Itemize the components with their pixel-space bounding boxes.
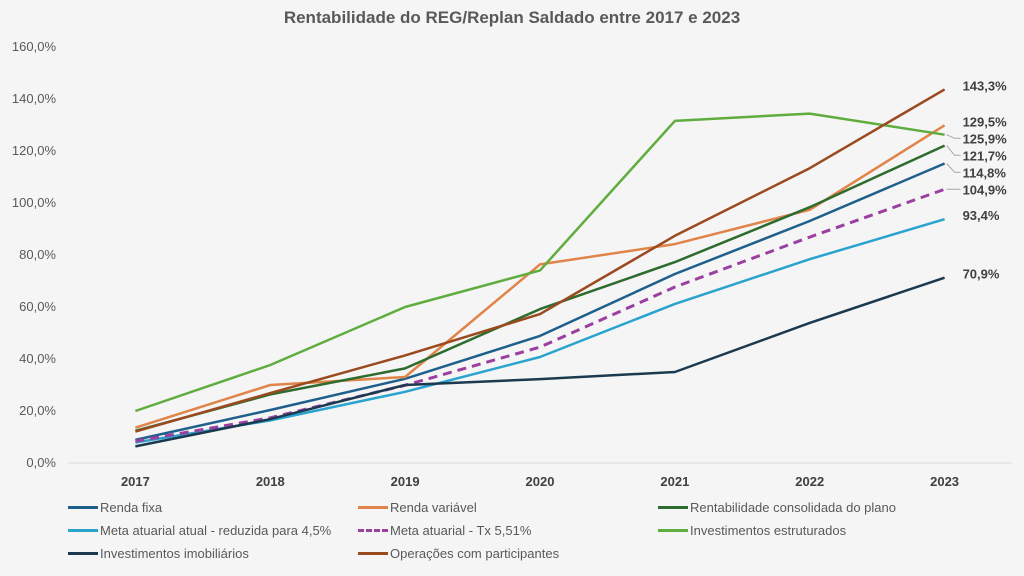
legend-swatch <box>68 552 98 555</box>
legend-item: Operações com participantes <box>358 546 559 561</box>
series-line <box>135 187 946 443</box>
legend-item: Meta atuarial - Tx 5,51% <box>358 523 531 538</box>
y-tick-label: 140,0% <box>12 91 57 106</box>
data-label: 104,9% <box>963 182 1008 197</box>
data-label: 93,4% <box>963 208 1000 223</box>
y-axis: 0,0% 20,0% 40,0% 60,0% 80,0% 100,0% 120,0% 140,… <box>12 39 57 470</box>
legend-label: Meta atuarial atual - reduzida para 4,5% <box>100 523 332 538</box>
legend-item: Investimentos estruturados <box>658 523 846 538</box>
series-line <box>134 112 945 413</box>
y-tick-label: 40,0% <box>19 351 56 366</box>
leader-line <box>946 145 961 156</box>
legend-item: Renda fixa <box>68 500 162 515</box>
legend-label: Renda fixa <box>100 500 163 515</box>
legend-label: Investimentos imobiliários <box>100 546 249 561</box>
x-tick-label: 2020 <box>526 474 555 489</box>
y-tick-label: 0,0% <box>26 455 56 470</box>
y-tick-label: 20,0% <box>19 403 56 418</box>
legend-swatch <box>68 529 98 532</box>
x-tick-label: 2018 <box>256 474 285 489</box>
y-tick-label: 160,0% <box>12 39 57 54</box>
legend-label: Rentabilidade consolidada do plano <box>690 500 896 515</box>
data-label: 143,3% <box>963 78 1008 93</box>
leader-line <box>946 134 961 139</box>
legend-label: Renda variável <box>390 500 477 515</box>
x-axis: 2017 2018 2019 2020 2021 2022 2023 <box>68 462 1012 489</box>
legend-item: Renda variável <box>358 500 477 515</box>
series-line <box>135 162 946 442</box>
x-tick-label: 2017 <box>121 474 150 489</box>
series-line <box>135 144 946 433</box>
y-tick-label: 100,0% <box>12 195 57 210</box>
series-line <box>135 276 945 448</box>
y-tick-label: 80,0% <box>19 247 56 262</box>
data-label: 125,9% <box>963 131 1008 146</box>
legend-swatch <box>358 529 388 532</box>
legend-swatch <box>358 552 388 555</box>
leader-line <box>946 163 961 173</box>
data-label: 114,8% <box>963 165 1007 180</box>
legend-label: Meta atuarial - Tx 5,51% <box>390 523 532 538</box>
y-tick-label: 120,0% <box>12 143 57 158</box>
legend-label: Operações com participantes <box>390 546 560 561</box>
x-tick-label: 2022 <box>795 474 824 489</box>
legend-swatch <box>658 529 688 532</box>
legend-swatch <box>358 506 388 509</box>
legend-label: Investimentos estruturados <box>690 523 847 538</box>
legend-item: Investimentos imobiliários <box>68 546 249 561</box>
y-tick-label: 60,0% <box>19 299 56 314</box>
x-tick-label: 2019 <box>391 474 420 489</box>
series-lines <box>134 88 946 448</box>
legend-item: Rentabilidade consolidada do plano <box>658 500 896 515</box>
legend-swatch <box>658 506 688 509</box>
end-labels: 143,3% 129,5% 125,9% 121,7% 114,8% 104,9% 93,4… <box>946 78 1008 282</box>
x-tick-label: 2021 <box>660 474 689 489</box>
series-line <box>135 88 946 433</box>
legend-swatch <box>68 506 98 509</box>
data-label: 129,5% <box>963 114 1008 129</box>
series-line <box>135 218 945 444</box>
series-line <box>135 124 946 429</box>
legend-item: Meta atuarial atual - reduzida para 4,5% <box>68 523 331 538</box>
data-label: 121,7% <box>963 148 1008 163</box>
x-tick-label: 2023 <box>930 474 959 489</box>
data-label: 70,9% <box>963 267 1000 282</box>
chart-title: Rentabilidade do REG/Replan Saldado entr… <box>283 8 741 27</box>
